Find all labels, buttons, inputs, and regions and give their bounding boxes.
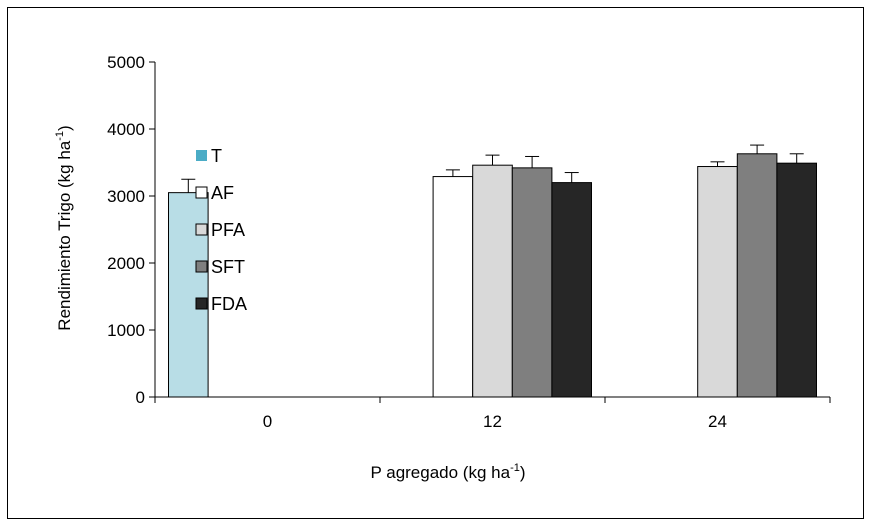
bar-af-12 <box>432 176 474 398</box>
y-tick-label: 2000 <box>107 254 145 273</box>
legend-swatch-sft <box>195 260 208 273</box>
x-tick-label: 24 <box>708 412 727 431</box>
bar-sft-12 <box>511 167 553 398</box>
legend-label-af: AF <box>211 183 234 203</box>
y-tick-label: 4000 <box>107 120 145 139</box>
y-tick-label: 0 <box>136 388 145 407</box>
x-tick-label: 12 <box>483 412 502 431</box>
legend-swatch-af <box>195 186 208 199</box>
bar-fda-24 <box>776 162 818 398</box>
x-axis-title: P agregado (kg ha-1) <box>370 462 525 482</box>
y-axis: 0 1000 2000 3000 4000 5000 <box>107 53 156 407</box>
bars <box>168 144 818 398</box>
bar-pfa-12 <box>472 164 513 398</box>
legend-swatch-fda <box>195 297 208 310</box>
legend-swatch-pfa <box>195 223 208 236</box>
x-tick-label: 0 <box>263 412 272 431</box>
legend-label-sft: SFT <box>211 257 245 277</box>
x-axis: 0 12 24 <box>154 396 831 431</box>
bar-sft-24 <box>736 153 778 398</box>
bar-t-0 <box>168 192 209 398</box>
legend-label-pfa: PFA <box>211 220 245 240</box>
y-axis-title: Rendimiento Trigo (kg ha-1) <box>54 125 74 330</box>
legend-label-t: T <box>211 146 222 166</box>
legend: T AF PFA SFT FDA <box>195 146 247 314</box>
y-tick-label: 1000 <box>107 321 145 340</box>
y-tick-label: 5000 <box>107 53 145 72</box>
y-tick-label: 3000 <box>107 187 145 206</box>
bar-fda-12 <box>551 182 593 398</box>
legend-label-fda: FDA <box>211 294 247 314</box>
legend-swatch-t <box>196 150 207 161</box>
bar-pfa-24 <box>697 166 738 398</box>
